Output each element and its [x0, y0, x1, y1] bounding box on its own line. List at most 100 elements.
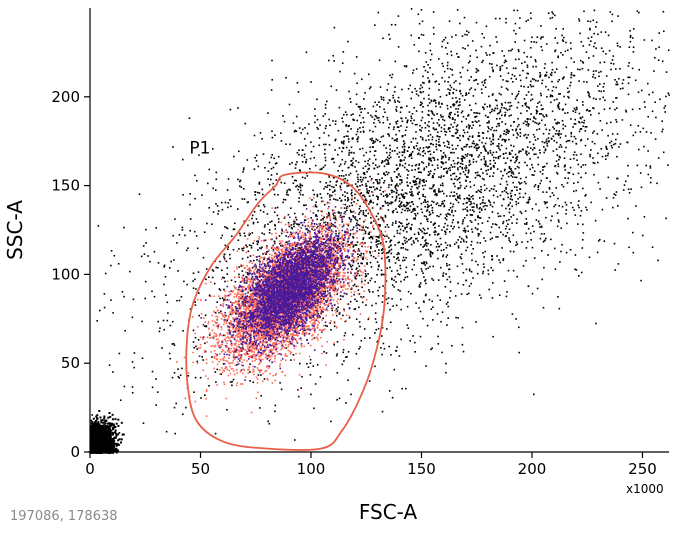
event-dot — [271, 136, 274, 139]
event-dot — [585, 51, 588, 53]
event-dot — [404, 156, 406, 159]
event-dot — [385, 202, 387, 204]
event-dot — [497, 157, 500, 160]
event-dot — [643, 39, 646, 41]
event-dot — [418, 182, 421, 185]
event-dot — [531, 149, 534, 151]
event-dot — [508, 237, 510, 239]
event-dot — [422, 180, 425, 182]
event-dot — [445, 131, 448, 133]
event-dot — [638, 68, 640, 71]
event-dot — [285, 193, 288, 196]
event-dot — [400, 298, 402, 301]
event-dot — [423, 232, 425, 234]
event-dot — [258, 181, 261, 184]
event-dot — [465, 279, 468, 282]
event-dot — [628, 46, 631, 48]
event-dot — [562, 28, 564, 30]
event-dot — [385, 298, 388, 301]
event-dot — [467, 138, 470, 141]
event-dot — [597, 33, 599, 36]
event-dot — [372, 142, 374, 144]
event-dot — [516, 9, 519, 12]
event-dot — [232, 248, 235, 251]
event-dot — [232, 228, 235, 231]
event-dot — [441, 203, 443, 205]
event-dot — [214, 432, 217, 435]
event-dot — [197, 271, 200, 273]
event-dot — [423, 181, 425, 183]
event-dot — [164, 276, 167, 278]
event-dot — [527, 201, 530, 203]
event-dot — [484, 86, 487, 88]
event-dot — [546, 206, 549, 209]
event-dot — [645, 131, 648, 133]
event-dot — [251, 266, 254, 269]
event-dot — [446, 324, 448, 326]
event-dot — [418, 285, 420, 288]
event-dot — [157, 320, 159, 323]
event-dot — [318, 137, 321, 139]
event-dot — [270, 167, 273, 170]
event-dot — [600, 47, 603, 49]
event-dot — [587, 69, 590, 71]
event-dot — [410, 292, 412, 295]
event-dot — [386, 196, 388, 198]
event-dot — [340, 141, 343, 143]
event-dot — [582, 187, 584, 190]
event-dot — [529, 12, 532, 14]
event-dot — [439, 205, 442, 207]
event-dot — [549, 195, 552, 198]
event-dot — [510, 49, 512, 52]
event-dot — [605, 75, 608, 77]
event-dot — [476, 121, 478, 123]
event-dot — [382, 251, 385, 254]
event-dot — [400, 201, 403, 203]
event-dot — [290, 207, 292, 209]
event-dot — [541, 49, 544, 52]
event-dot — [259, 247, 261, 249]
event-dot — [385, 147, 387, 149]
event-dot — [445, 195, 448, 197]
event-dot — [489, 44, 491, 47]
event-dot — [342, 348, 345, 351]
event-dot — [462, 271, 465, 274]
event-dot — [362, 117, 364, 119]
event-dot — [402, 195, 404, 198]
event-dot — [424, 199, 426, 202]
event-dot — [583, 80, 585, 83]
event-dot — [445, 371, 447, 374]
event-dot — [419, 282, 422, 284]
event-dot — [364, 279, 366, 282]
event-dot — [428, 87, 431, 90]
event-dot — [468, 268, 471, 271]
event-dot — [324, 244, 326, 247]
event-dot — [213, 282, 216, 285]
event-dot — [360, 254, 362, 257]
event-dot — [377, 295, 380, 297]
event-dot — [413, 119, 415, 122]
event-dot — [295, 185, 297, 188]
event-dot — [419, 178, 421, 181]
event-dot — [414, 137, 417, 140]
event-dot — [529, 118, 531, 121]
event-dot — [534, 184, 537, 186]
event-dot — [593, 142, 596, 145]
event-dot — [208, 294, 211, 297]
event-dot — [345, 402, 347, 404]
event-dot — [530, 56, 532, 58]
event-dot — [356, 82, 358, 84]
event-dot — [632, 46, 635, 48]
event-dot — [512, 171, 514, 173]
event-dot — [614, 108, 616, 111]
event-dot — [360, 339, 363, 342]
event-dot — [474, 116, 476, 118]
event-dot — [459, 165, 461, 168]
event-dot — [247, 291, 249, 294]
event-dot — [413, 259, 415, 262]
event-dot — [488, 121, 490, 124]
event-dot — [428, 214, 431, 216]
event-dot — [325, 228, 328, 230]
event-dot — [387, 209, 390, 211]
event-dot — [426, 206, 429, 209]
